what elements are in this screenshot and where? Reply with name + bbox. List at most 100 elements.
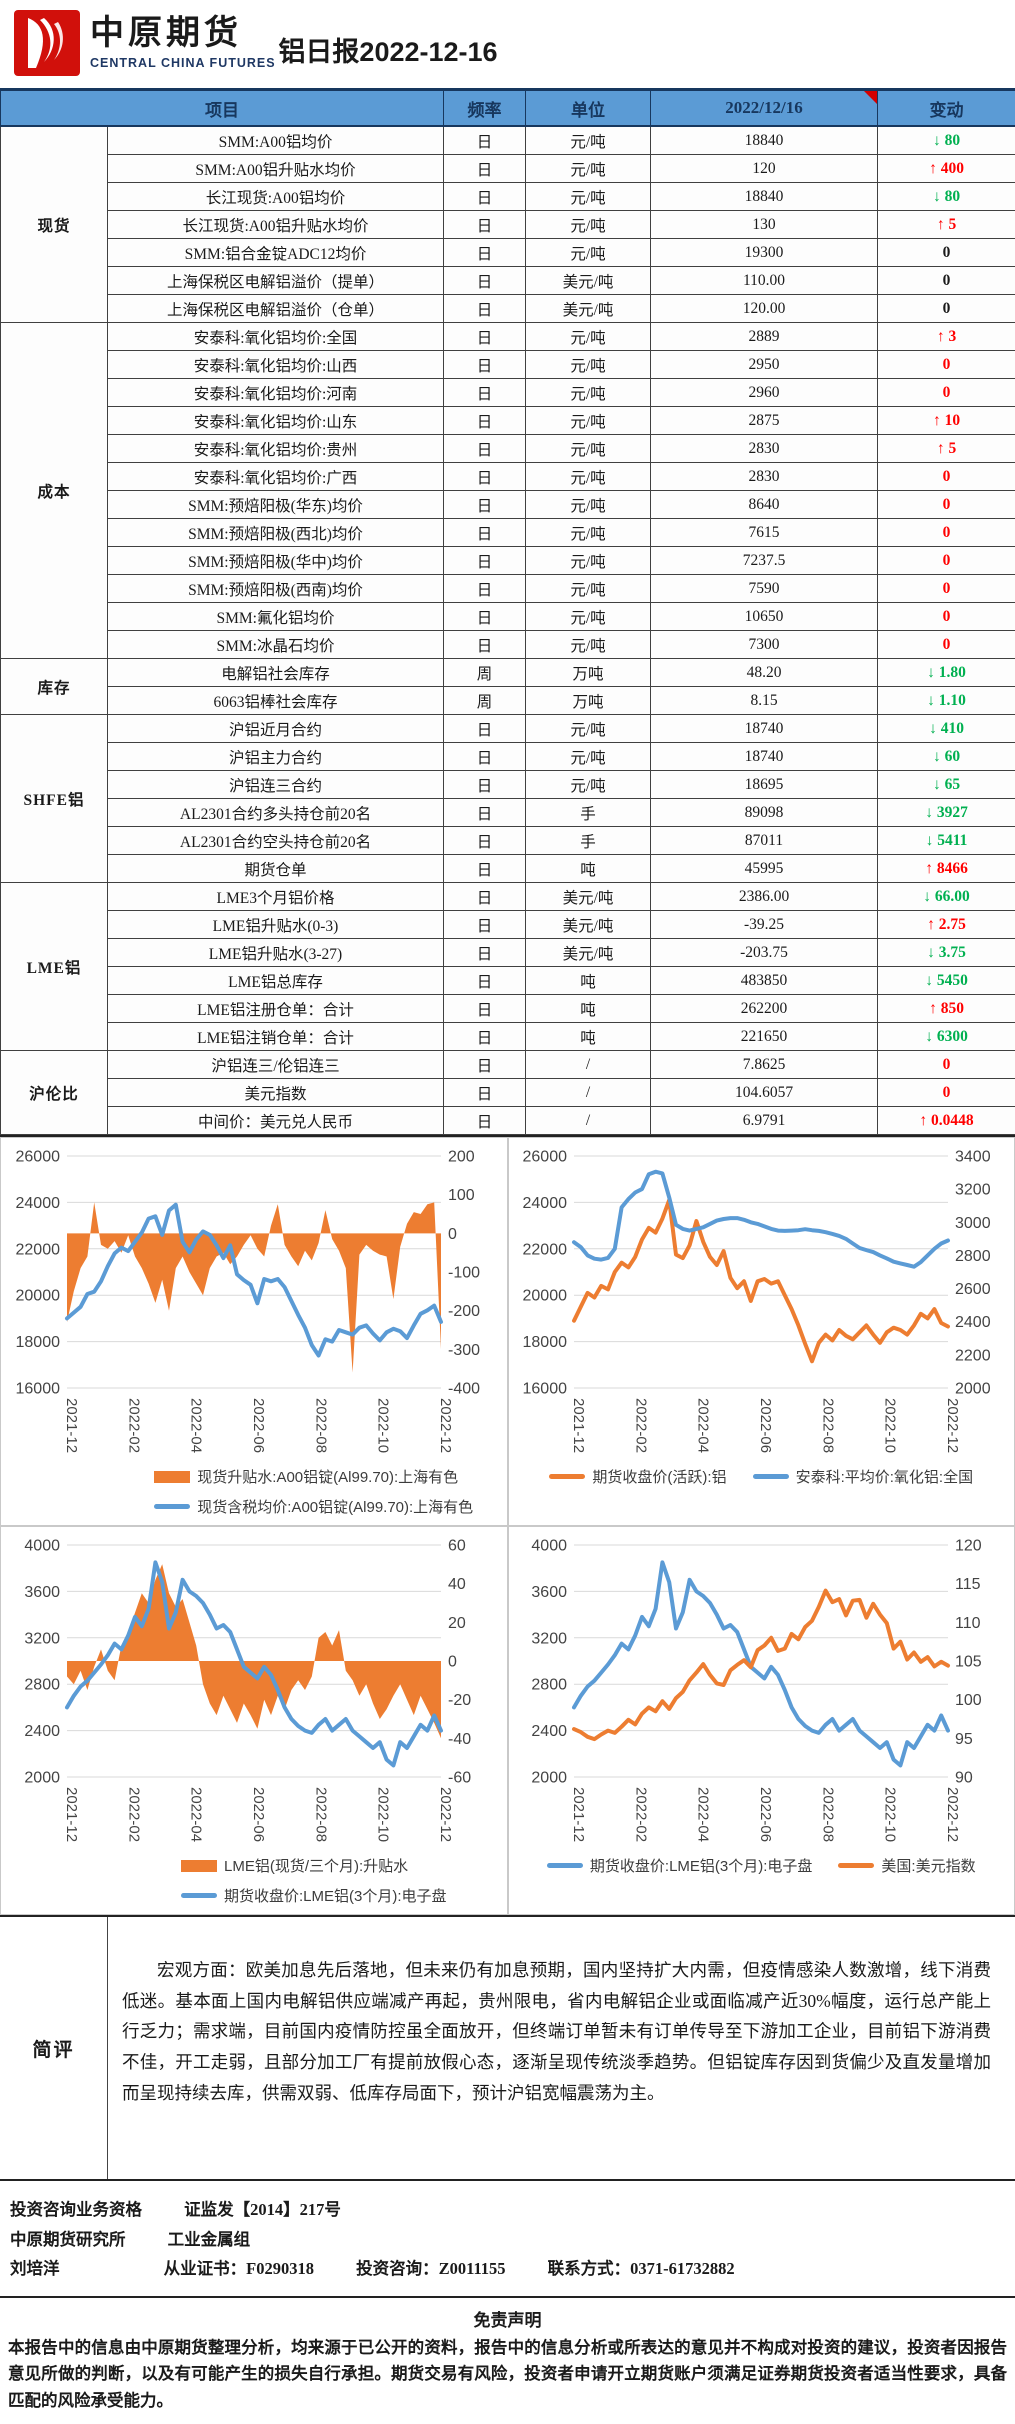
legend-label: 美国:美元指数 bbox=[881, 1855, 975, 1876]
row-frequency: 日 bbox=[444, 351, 526, 379]
row-frequency: 日 bbox=[444, 491, 526, 519]
legend-area-swatch-icon bbox=[181, 1860, 217, 1872]
row-change: 0 bbox=[878, 491, 1015, 519]
row-item: 安泰科:氧化铝均价:山东 bbox=[108, 407, 444, 435]
svg-text:2400: 2400 bbox=[24, 1723, 60, 1740]
row-value: 2875 bbox=[651, 407, 878, 435]
row-item: 长江现货:A00铝升贴水均价 bbox=[108, 211, 444, 239]
row-unit: 元/吨 bbox=[526, 351, 651, 379]
page-title: 铝日报2022-12-16 bbox=[278, 30, 497, 69]
row-unit: 美元/吨 bbox=[526, 939, 651, 967]
group-label: 库存 bbox=[1, 659, 108, 715]
row-unit: 元/吨 bbox=[526, 715, 651, 743]
row-unit: 万吨 bbox=[526, 659, 651, 687]
svg-text:2021-12: 2021-12 bbox=[63, 1787, 80, 1842]
svg-text:16000: 16000 bbox=[523, 1381, 568, 1398]
report-header: 中原期货 CENTRAL CHINA FUTURES 铝日报2022-12-16 bbox=[0, 0, 1015, 88]
disclaimer-title: 免责声明 bbox=[8, 2306, 1007, 2331]
row-change: 0 bbox=[878, 463, 1015, 491]
row-item: SMM:氟化铝均价 bbox=[108, 603, 444, 631]
row-frequency: 日 bbox=[444, 1051, 526, 1079]
svg-text:2022-02: 2022-02 bbox=[125, 1398, 142, 1453]
row-item: 安泰科:氧化铝均价:河南 bbox=[108, 379, 444, 407]
row-change: ↑ 5 bbox=[878, 435, 1015, 463]
group-label: SHFE铝 bbox=[1, 715, 108, 883]
row-item: 安泰科:氧化铝均价:山西 bbox=[108, 351, 444, 379]
row-value: 7300 bbox=[651, 631, 878, 659]
row-item: 沪铝连三合约 bbox=[108, 771, 444, 799]
svg-text:2600: 2600 bbox=[955, 1281, 991, 1298]
row-frequency: 日 bbox=[444, 967, 526, 995]
row-change: ↓ 65 bbox=[878, 771, 1015, 799]
row-item: 安泰科:氧化铝均价:贵州 bbox=[108, 435, 444, 463]
row-frequency: 日 bbox=[444, 295, 526, 323]
chart-plot: 1600018000200002200024000260002000220024… bbox=[512, 1142, 1010, 1464]
row-change: ↓ 5450 bbox=[878, 967, 1015, 995]
row-frequency: 日 bbox=[444, 323, 526, 351]
row-frequency: 日 bbox=[444, 575, 526, 603]
row-frequency: 周 bbox=[444, 687, 526, 715]
chart-legend: 现货升贴水:A00铝锭(Al99.70):上海有色现货含税均价:A00铝锭(Al… bbox=[34, 1466, 473, 1517]
svg-text:2022-10: 2022-10 bbox=[374, 1398, 391, 1453]
legend-item: 美国:美元指数 bbox=[838, 1855, 975, 1876]
svg-text:18000: 18000 bbox=[15, 1334, 60, 1351]
row-value: 2386.00 bbox=[651, 883, 878, 911]
svg-text:20000: 20000 bbox=[523, 1288, 568, 1305]
analyst-advisory: 投资咨询：Z0011155 bbox=[356, 2259, 505, 2278]
legend-label: 现货升贴水:A00铝锭(Al99.70):上海有色 bbox=[197, 1466, 458, 1487]
row-value: 104.6057 bbox=[651, 1079, 878, 1107]
svg-text:2022-08: 2022-08 bbox=[312, 1787, 329, 1842]
comment-label: 简评 bbox=[0, 1917, 108, 2179]
row-unit: 元/吨 bbox=[526, 126, 651, 155]
svg-text:2022-06: 2022-06 bbox=[757, 1787, 774, 1842]
row-value: 7615 bbox=[651, 519, 878, 547]
row-frequency: 日 bbox=[444, 407, 526, 435]
row-unit: 元/吨 bbox=[526, 631, 651, 659]
row-item: LME铝注册仓单：合计 bbox=[108, 995, 444, 1023]
chart-plot: 2000240028003200360040009095100105110115… bbox=[512, 1531, 1010, 1853]
row-frequency: 日 bbox=[444, 547, 526, 575]
row-value: -39.25 bbox=[651, 911, 878, 939]
row-change: 0 bbox=[878, 631, 1015, 659]
row-item: 沪铝连三/伦铝连三 bbox=[108, 1051, 444, 1079]
group-label: 成本 bbox=[1, 323, 108, 659]
row-unit: 元/吨 bbox=[526, 603, 651, 631]
row-item: 电解铝社会库存 bbox=[108, 659, 444, 687]
row-value: 7590 bbox=[651, 575, 878, 603]
legend-line-swatch-icon bbox=[549, 1474, 585, 1479]
table-row: LME铝升贴水(3-27)日美元/吨-203.75↓ 3.75 bbox=[1, 939, 1015, 967]
row-value: 2889 bbox=[651, 323, 878, 351]
legend-item: LME铝(现货/三个月):升贴水 bbox=[181, 1855, 408, 1876]
svg-text:2022-08: 2022-08 bbox=[312, 1398, 329, 1453]
row-item: SMM:预焙阳极(华中)均价 bbox=[108, 547, 444, 575]
row-frequency: 日 bbox=[444, 239, 526, 267]
row-frequency: 日 bbox=[444, 1023, 526, 1051]
svg-text:2022-10: 2022-10 bbox=[882, 1398, 899, 1453]
row-unit: / bbox=[526, 1107, 651, 1135]
svg-text:2022-06: 2022-06 bbox=[757, 1398, 774, 1453]
row-unit: 元/吨 bbox=[526, 463, 651, 491]
svg-text:-400: -400 bbox=[448, 1381, 480, 1398]
table-row: 中间价：美元兑人民币日/6.9791↑ 0.0448 bbox=[1, 1107, 1015, 1135]
row-frequency: 日 bbox=[444, 911, 526, 939]
chart-legend: 期货收盘价(活跃):铝安泰科:平均价:氧化铝:全国 bbox=[549, 1466, 973, 1487]
legend-label: 期货收盘价:LME铝(3个月):电子盘 bbox=[590, 1855, 813, 1876]
row-unit: 吨 bbox=[526, 855, 651, 883]
row-value: 18695 bbox=[651, 771, 878, 799]
svg-text:100: 100 bbox=[448, 1187, 475, 1204]
row-frequency: 日 bbox=[444, 183, 526, 211]
svg-text:18000: 18000 bbox=[523, 1334, 568, 1351]
row-value: 8.15 bbox=[651, 687, 878, 715]
svg-text:2022-06: 2022-06 bbox=[250, 1398, 267, 1453]
svg-text:0: 0 bbox=[448, 1654, 457, 1671]
svg-text:2022-04: 2022-04 bbox=[187, 1787, 204, 1842]
